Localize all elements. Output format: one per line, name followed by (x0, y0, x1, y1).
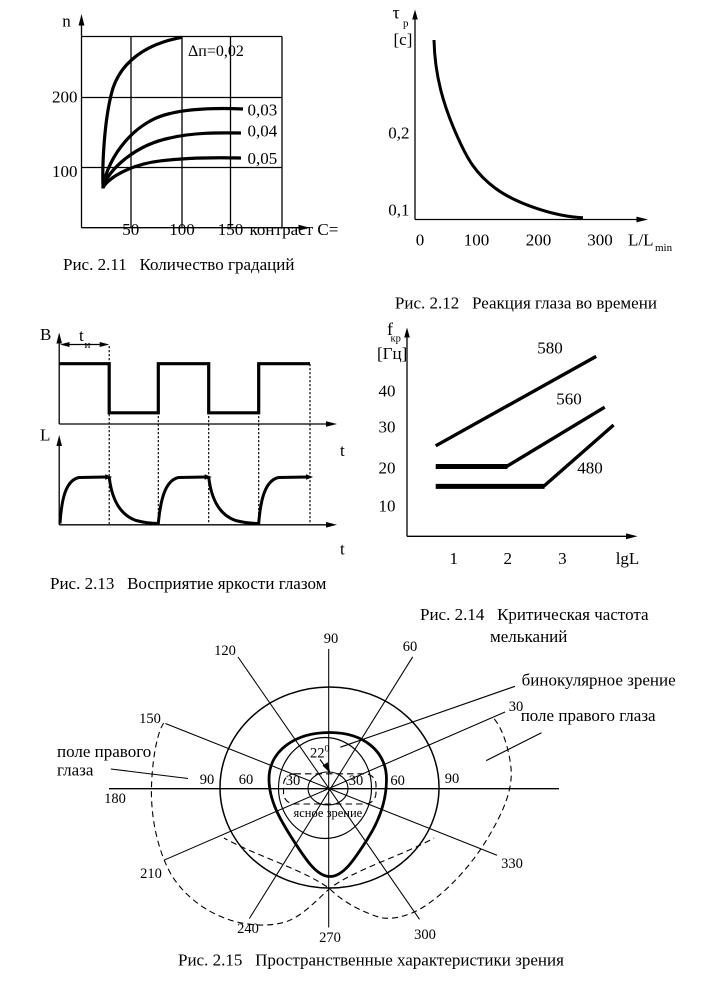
svg-text:300: 300 (414, 927, 436, 943)
svg-text:30: 30 (509, 699, 524, 715)
svg-text:поле правого глаза: поле правого глаза (521, 706, 656, 725)
svg-text:ясное зрение: ясное зрение (294, 806, 363, 820)
svg-text:Δп=0,02: Δп=0,02 (188, 43, 244, 60)
svg-text:Рис. 2.13 Восприятие яркости: Рис. 2.13 Восприятие яркости глазом (50, 574, 327, 593)
svg-text:100: 100 (169, 220, 195, 239)
svg-text:200: 200 (526, 231, 552, 250)
svg-text:300: 300 (587, 231, 613, 250)
svg-text:t: t (340, 540, 345, 559)
svg-text:поле правого: поле правого (57, 742, 151, 761)
svg-text:L/L: L/L (628, 231, 654, 250)
svg-text:240: 240 (237, 921, 259, 937)
svg-text:150: 150 (139, 711, 161, 727)
svg-text:560: 560 (556, 390, 582, 409)
svg-text:100: 100 (52, 162, 78, 181)
svg-text:[c]: [c] (394, 30, 413, 49)
svg-text:р: р (403, 18, 409, 30)
svg-text:0,2: 0,2 (388, 124, 409, 143)
svg-text:180: 180 (104, 791, 126, 807)
svg-text:60: 60 (239, 772, 254, 788)
svg-text:0,1: 0,1 (388, 201, 409, 220)
svg-text:60: 60 (390, 773, 405, 789)
svg-text:t: t (79, 326, 84, 345)
svg-text:Рис. 2.14 Критическая частот: Рис. 2.14 Критическая частота (420, 605, 649, 624)
svg-text:t: t (340, 441, 345, 460)
svg-text:бинокулярное зрение: бинокулярное зрение (522, 671, 676, 690)
svg-text:200: 200 (52, 88, 78, 107)
svg-text:τ: τ (393, 3, 400, 23)
svg-text:90: 90 (200, 772, 215, 788)
svg-text:30: 30 (379, 417, 396, 436)
svg-text:330: 330 (501, 856, 523, 872)
svg-text:min: min (655, 242, 673, 254)
svg-text:2: 2 (503, 549, 512, 568)
svg-text:Рис. 2.11 Количество градаци: Рис. 2.11 Количество градаций (63, 255, 294, 274)
svg-text:[Гц]: [Гц] (377, 344, 407, 363)
svg-text:и: и (85, 339, 91, 351)
svg-text:50: 50 (122, 220, 139, 239)
svg-text:60: 60 (403, 639, 418, 655)
svg-text:580: 580 (537, 339, 563, 358)
svg-text:глаза: глаза (57, 761, 94, 780)
svg-text:0: 0 (325, 745, 330, 755)
svg-text:270: 270 (319, 930, 341, 946)
svg-text:1: 1 (449, 549, 458, 568)
svg-text:Рис. 2.12 Реакция глаза во в: Рис. 2.12 Реакция глаза во времени (395, 294, 657, 313)
svg-text:480: 480 (577, 459, 603, 478)
svg-text:150: 150 (218, 220, 244, 239)
svg-text:90: 90 (324, 631, 339, 647)
svg-text:lgL: lgL (616, 549, 640, 568)
svg-text:20: 20 (379, 458, 396, 477)
svg-text:22: 22 (310, 746, 325, 762)
svg-text:90: 90 (445, 771, 460, 787)
svg-text:3: 3 (558, 549, 567, 568)
svg-text:30: 30 (286, 773, 301, 789)
svg-text:L: L (40, 426, 50, 445)
svg-text:0,04: 0,04 (248, 122, 278, 141)
svg-text:210: 210 (140, 866, 162, 882)
svg-text:100: 100 (464, 231, 490, 250)
svg-text:кр: кр (391, 334, 401, 345)
svg-text:Рис. 2.15 Пространственные х: Рис. 2.15 Пространственные характеристик… (178, 951, 564, 970)
svg-text:0: 0 (416, 231, 425, 250)
svg-text:мельканий: мельканий (490, 627, 567, 646)
svg-text:10: 10 (379, 496, 396, 515)
svg-text:0,03: 0,03 (248, 101, 278, 120)
svg-text:0,05: 0,05 (248, 149, 278, 168)
svg-text:B: B (40, 325, 51, 344)
svg-text:f: f (387, 319, 393, 339)
svg-text:120: 120 (214, 643, 236, 659)
svg-text:контраст С=: контраст С= (250, 220, 339, 239)
svg-text:30: 30 (349, 773, 364, 789)
svg-text:40: 40 (379, 382, 396, 401)
svg-text:n: n (62, 12, 71, 31)
